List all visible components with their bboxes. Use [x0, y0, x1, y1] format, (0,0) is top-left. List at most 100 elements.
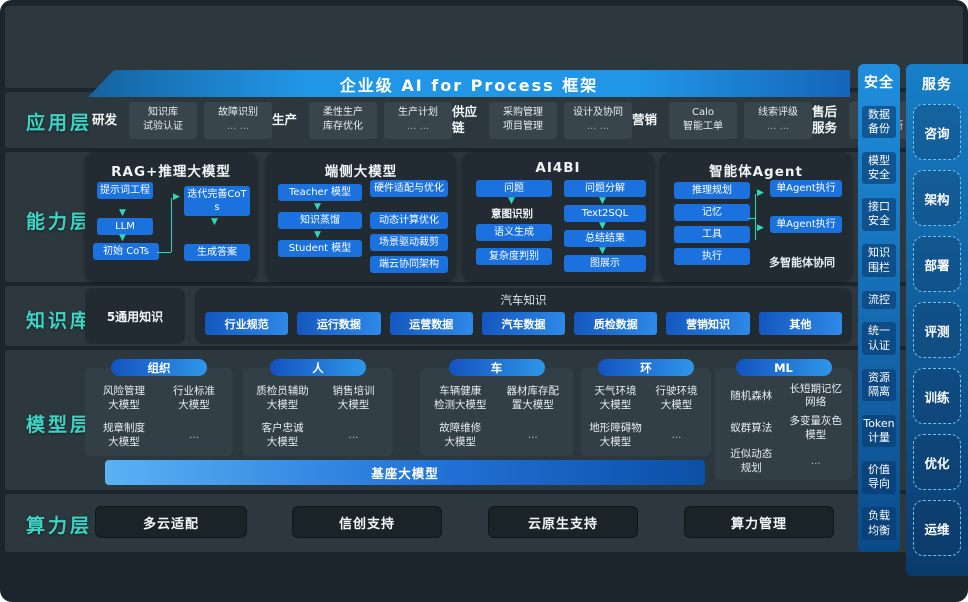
connector-line	[748, 218, 755, 219]
model-item-more: ...	[188, 428, 199, 441]
application-row: 研发 知识库 试验认证 故障识别 ... ... 生产 柔性生产 库存优化 生产计划.…	[92, 96, 968, 144]
app-box-line: ... ...	[766, 121, 790, 132]
model-item: 行业标准 大模型	[173, 384, 215, 411]
flow-chip: 工具	[674, 226, 750, 243]
compute-multicloud: 多云适配	[95, 506, 247, 538]
app-box-line: 项目管理	[503, 121, 543, 132]
capability-box-agent: 智能体Agent 推理规划 记忆 工具 执行 ▶ ▶ 单Agent执行 单Age…	[660, 152, 852, 280]
flow-chip: 问题	[476, 180, 552, 197]
knowledge-chip: 运营数据	[389, 312, 473, 335]
model-item: 天气环境 大模型	[594, 384, 637, 411]
app-group-marketing: 营销 Calo 智能工单 线索评级 ... ...	[632, 101, 812, 139]
app-group-label: 研发	[92, 112, 118, 128]
model-item: 客户忠诚 大模型	[261, 421, 304, 448]
model-group-grid: 天气环境 大模型 行驶环境 大模型 地形障碍物 大模型 ...	[585, 382, 707, 452]
model-item: 质检员辅助 大模型	[256, 384, 309, 411]
capability-box-title: RAG+推理大模型	[111, 164, 231, 180]
arrow-down-icon: ▼	[119, 233, 126, 243]
app-group-production: 生产 柔性生产 库存优化 生产计划 ... ...	[272, 101, 452, 139]
capability-box-title: 端侧大模型	[324, 164, 398, 180]
security-title: 安全	[864, 75, 894, 91]
app-box: 柔性生产 库存优化	[309, 101, 377, 139]
app-box-line: 生产计划	[398, 106, 438, 118]
arrow-down-icon: ▼	[314, 230, 321, 240]
flow-chip: 知识蒸馏	[278, 212, 362, 229]
flow-chip: 场景驱动裁剪	[370, 234, 448, 251]
arrow-right-icon: ▶	[173, 192, 180, 202]
security-item: 价值 导向	[862, 461, 896, 494]
service-item: 部署	[913, 236, 961, 292]
service-title: 服务	[922, 77, 952, 93]
flow-chip: 问题分解	[564, 180, 646, 197]
flow-chip: 单Agent执行	[770, 216, 842, 233]
knowledge-chips: 行业规范 运行数据 运营数据 汽车数据 质检数据 营销知识 其他	[205, 312, 842, 335]
security-item: 负载 均衡	[862, 507, 896, 540]
app-box-line: 智能工单	[683, 121, 723, 132]
app-group-label: 生产	[272, 112, 298, 128]
flow-chip: 总结结果	[564, 230, 646, 247]
arrow-down-icon: ▼	[508, 196, 515, 206]
app-box: 故障识别 ... ...	[204, 101, 272, 139]
model-group-vehicle: 车 车辆健康 检测大模型 器材库存配 置大模型 故障维修 大模型 ...	[420, 359, 573, 456]
flow-chip: 复杂度判别	[476, 248, 552, 265]
flow-chip: 初始 CoTs	[93, 243, 159, 260]
security-item: 模型 安全	[862, 151, 896, 185]
service-item: 运维	[913, 500, 961, 556]
model-group-grid: 随机森林 长短期记忆 网络 蚁群算法 多变量灰色 模型 近似动态 规划 ...	[719, 382, 848, 476]
model-item: 长短期记忆 网络	[789, 382, 843, 409]
connector-line	[157, 252, 171, 253]
knowledge-chip: 汽车数据	[481, 312, 566, 335]
compute-xinchuang: 信创支持	[292, 506, 442, 538]
app-box-line: 故障识别	[218, 106, 258, 118]
app-box-line: 库存优化	[323, 121, 363, 132]
model-item: 行驶环境 大模型	[655, 384, 698, 411]
arrow-down-icon: ▼	[599, 221, 606, 231]
model-group-environment: 环 天气环境 大模型 行驶环境 大模型 地形障碍物 大模型 ...	[581, 359, 711, 456]
model-item: 随机森林	[730, 389, 773, 402]
connector-line	[755, 194, 756, 240]
flow-chip: 单Agent执行	[770, 180, 842, 197]
base-model-bar: 基座大模型	[105, 460, 705, 485]
model-group-pill: 组织	[111, 359, 207, 376]
knowledge-chip: 其他	[758, 312, 842, 335]
model-group-person: 人 质检员辅助 大模型 销售培训 大模型 客户忠诚 大模型 ...	[243, 359, 393, 456]
app-box-line: 试验认证	[143, 121, 183, 132]
app-box-line: 线索评级	[758, 106, 798, 118]
app-box-line: Calo	[691, 106, 714, 118]
service-item: 评测	[913, 302, 961, 358]
knowledge-chip: 质检数据	[574, 312, 658, 335]
knowledge-chip: 行业规范	[205, 312, 289, 335]
app-box: 线索评级 ... ...	[744, 101, 812, 139]
model-item: 蚁群算法	[730, 422, 773, 435]
model-item-more: ...	[671, 428, 682, 441]
model-item: 近似动态 规划	[730, 448, 773, 474]
service-item: 训练	[913, 368, 961, 424]
flow-chip: Student 模型	[278, 240, 362, 257]
model-item-more: ...	[348, 428, 359, 441]
capability-box-rag: RAG+推理大模型 提示词工程 ▼ LLM ▼ 初始 CoTs ▶ 迭代完善Co…	[85, 152, 257, 280]
model-group-grid: 风险管理 大模型 行业标准 大模型 规章制度 大模型 ...	[89, 382, 229, 452]
layer-label-application: 应用层	[26, 112, 93, 134]
knowledge-general-box: 5通用知识	[85, 288, 185, 344]
flow-chip: Text2SQL	[564, 205, 646, 222]
model-group-organization: 组织 风险管理 大模型 行业标准 大模型 规章制度 大模型 ...	[85, 359, 233, 456]
layer-label-capability: 能力层	[26, 211, 93, 233]
app-group-label: 供应链	[452, 104, 478, 135]
capability-box-title: 智能体Agent	[709, 164, 803, 180]
service-item: 咨询	[913, 104, 961, 160]
flow-chip: 端云协同架构	[370, 256, 448, 273]
flow-chip: 语义生成	[476, 224, 552, 241]
app-box-line: 设计及协同	[573, 106, 623, 118]
flow-chip: 硬件适配与优化	[370, 180, 448, 197]
connector-line	[171, 198, 172, 252]
app-box: 采购管理 项目管理	[489, 101, 557, 139]
model-group-pill: 人	[270, 359, 366, 376]
model-group-pill: ML	[735, 359, 832, 376]
knowledge-chip: 运行数据	[297, 312, 381, 335]
flow-step-text: 意图识别	[491, 208, 533, 220]
security-item: 流控	[862, 290, 896, 309]
knowledge-chip: 营销知识	[666, 312, 750, 335]
app-group-label: 售后服务	[812, 104, 838, 135]
model-item: 器材库存配 置大模型	[506, 384, 560, 411]
model-group-pill: 车	[448, 359, 545, 376]
